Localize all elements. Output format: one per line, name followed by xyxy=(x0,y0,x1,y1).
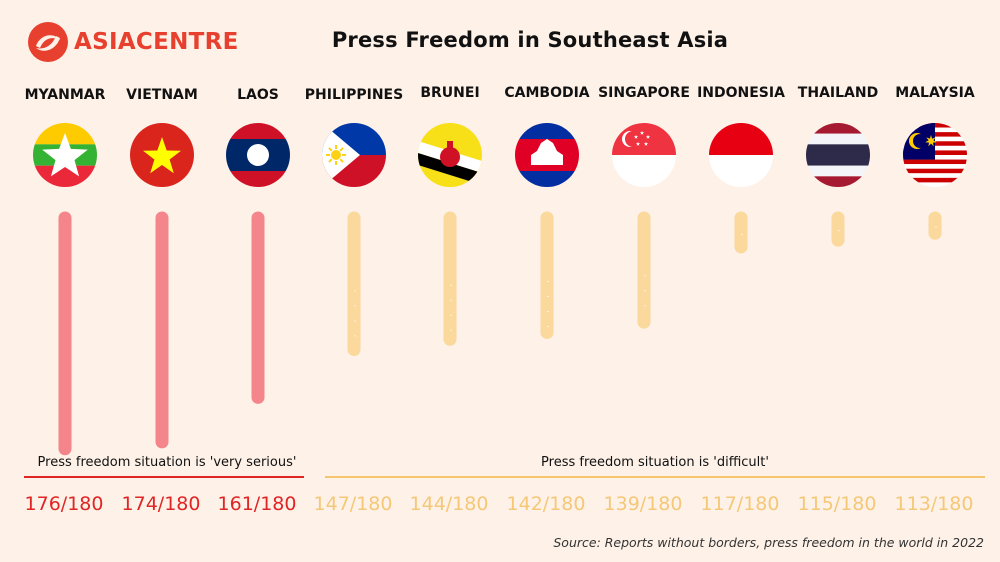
group-underline-very-serious xyxy=(24,476,304,478)
logo-wordmark: ASIACENTRE xyxy=(74,29,239,55)
value-label-laos: 161/180 xyxy=(218,493,297,515)
country-label-singapore: SINGAPORE xyxy=(598,85,690,101)
laos-flag-icon xyxy=(226,123,290,187)
value-label-myanmar: 176/180 xyxy=(25,493,104,515)
value-label-brunei: 144/180 xyxy=(410,493,489,515)
value-label-indonesia: 117/180 xyxy=(701,493,780,515)
value-label-cambodia: 142/180 xyxy=(507,493,586,515)
thailand-flag-icon xyxy=(806,123,870,187)
indonesia-flag-icon xyxy=(709,123,773,187)
country-label-brunei: BRUNEI xyxy=(420,85,479,101)
brunei-flag-icon xyxy=(418,123,482,187)
group-label-difficult: Press freedom situation is 'difficult' xyxy=(541,455,769,470)
malaysia-flag-icon xyxy=(903,123,967,187)
asia-centre-logo: ASIACENTRE xyxy=(26,20,239,64)
country-label-malaysia: MALAYSIA xyxy=(895,85,975,101)
country-label-thailand: THAILAND xyxy=(798,85,878,101)
singapore-flag-icon xyxy=(612,123,676,187)
value-label-philippines: 147/180 xyxy=(314,493,393,515)
value-label-thailand: 115/180 xyxy=(798,493,877,515)
asia-centre-logo-icon xyxy=(28,22,68,62)
country-label-indonesia: INDONESIA xyxy=(697,85,785,101)
country-label-myanmar: MYANMAR xyxy=(25,87,106,103)
source-note: Source: Reports without borders, press f… xyxy=(553,535,984,550)
country-label-laos: LAOS xyxy=(237,87,279,103)
country-label-vietnam: VIETNAM xyxy=(126,87,198,103)
value-label-vietnam: 174/180 xyxy=(122,493,201,515)
vietnam-flag-icon xyxy=(130,123,194,187)
value-label-singapore: 139/180 xyxy=(604,493,683,515)
country-label-cambodia: CAMBODIA xyxy=(504,85,589,101)
group-underline-difficult xyxy=(325,476,985,478)
cambodia-flag-icon xyxy=(515,123,579,187)
myanmar-flag-icon xyxy=(33,123,97,187)
group-label-very-serious: Press freedom situation is 'very serious… xyxy=(37,455,297,470)
philippines-flag-icon xyxy=(322,123,386,187)
country-label-philippines: PHILIPPINES xyxy=(305,87,403,103)
value-label-malaysia: 113/180 xyxy=(895,493,974,515)
chart-title: Press Freedom in Southeast Asia xyxy=(331,28,729,52)
